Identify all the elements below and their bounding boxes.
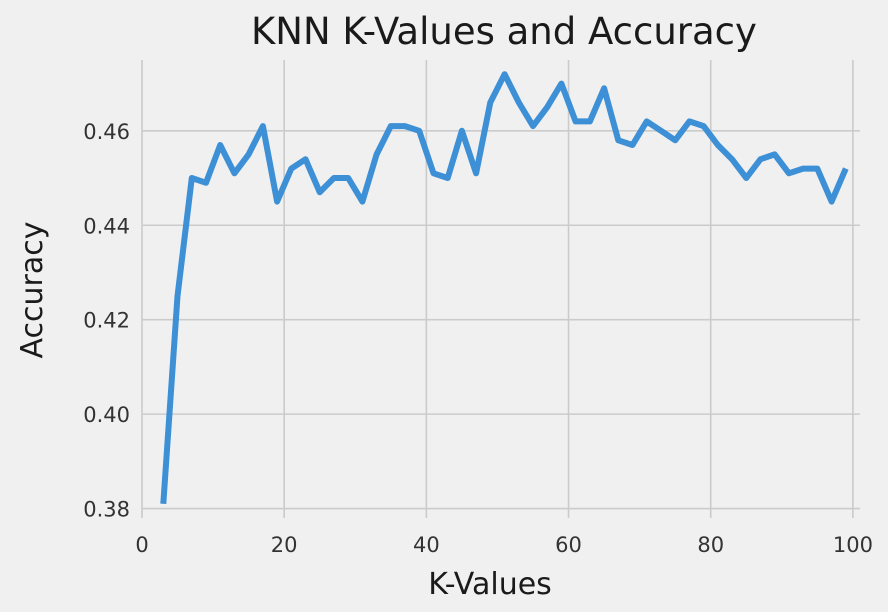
x-tick-label: 40 — [413, 533, 440, 557]
x-tick-label: 100 — [833, 533, 873, 557]
y-tick-label: 0.38 — [83, 498, 130, 522]
accuracy-series-line — [160, 71, 849, 505]
y-tick-label: 0.40 — [83, 403, 130, 427]
y-tick-label: 0.46 — [83, 120, 130, 144]
x-axis-label: K-Values — [428, 567, 552, 602]
x-tick-label: 80 — [697, 533, 724, 557]
chart-title: KNN K-Values and Accuracy — [251, 10, 757, 53]
series-group — [160, 71, 849, 505]
x-tick-label: 0 — [135, 533, 148, 557]
y-tick-label: 0.44 — [83, 214, 130, 238]
y-axis-label: Accuracy — [15, 222, 50, 359]
y-ticks: 0.38 0.40 0.42 0.44 0.46 — [83, 120, 130, 522]
x-ticks: 0 20 40 60 80 100 — [135, 533, 873, 557]
plot-area — [142, 60, 860, 518]
y-tick-label: 0.42 — [83, 309, 130, 333]
x-tick-label: 60 — [555, 533, 582, 557]
x-tick-label: 20 — [271, 533, 298, 557]
